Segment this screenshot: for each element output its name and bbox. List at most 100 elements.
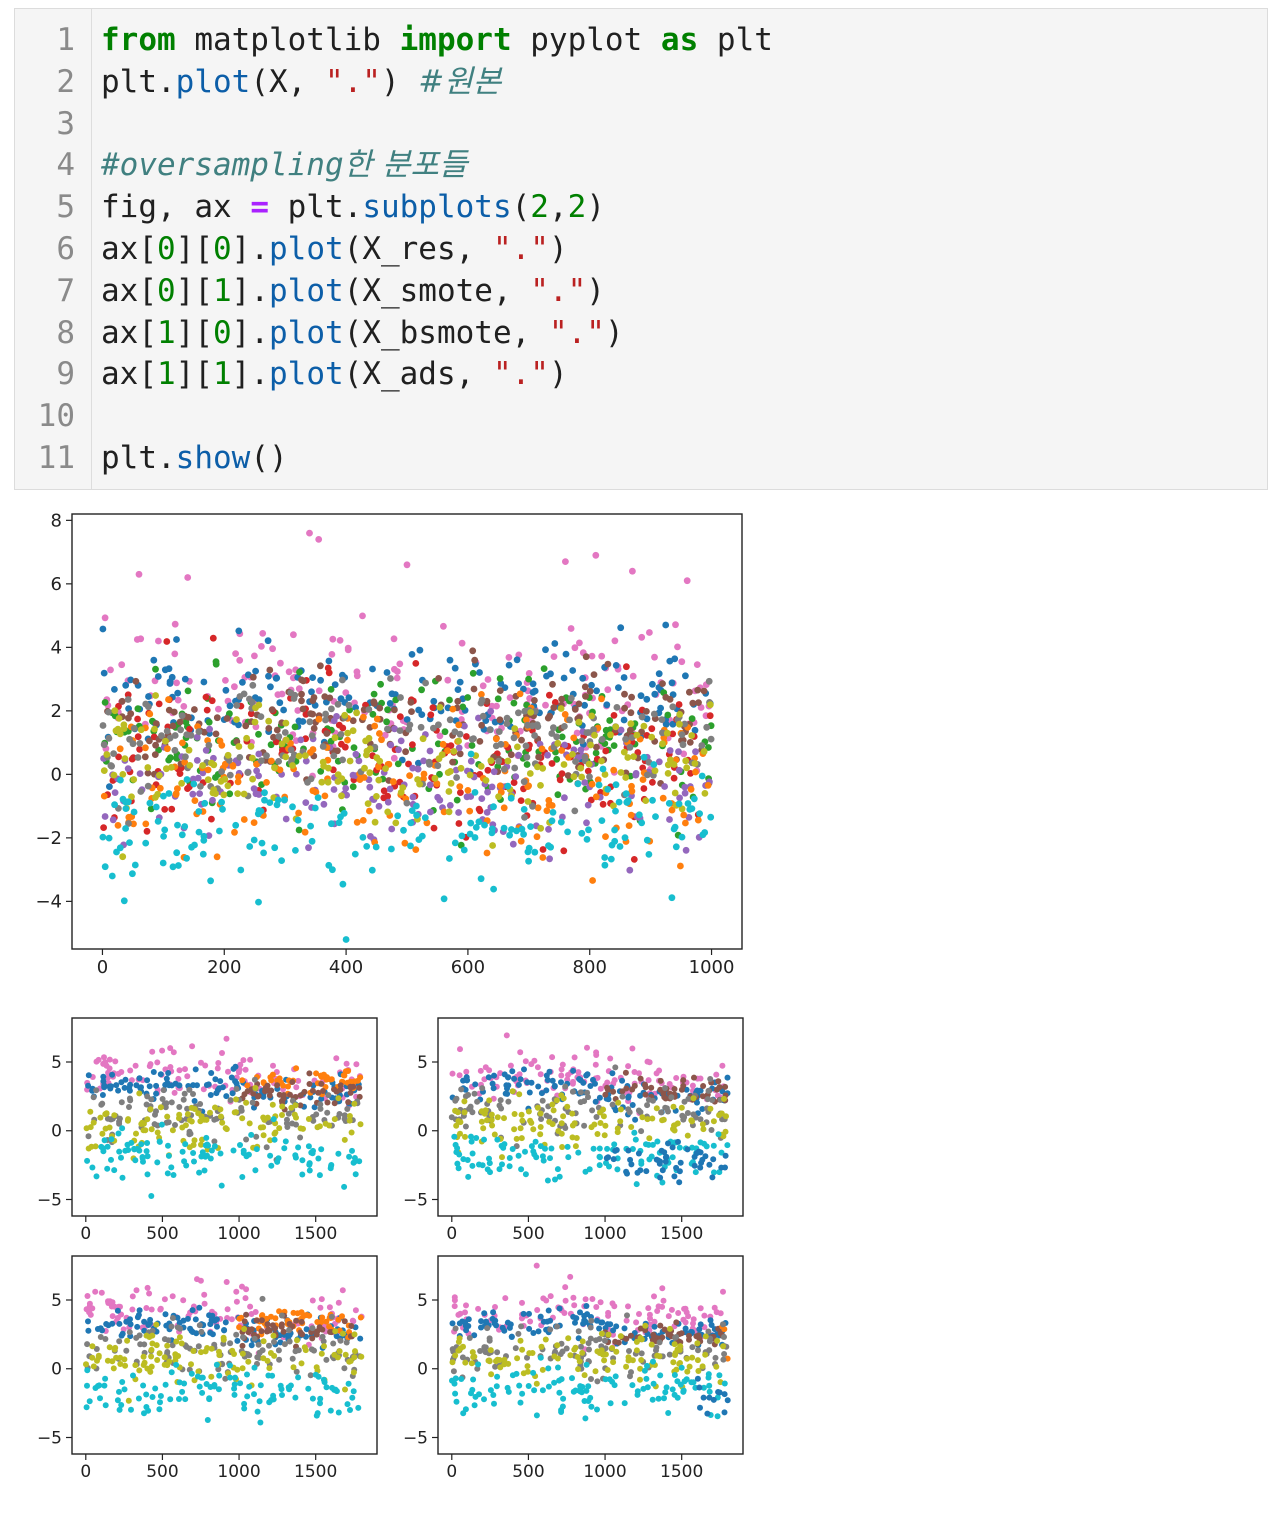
data-point <box>111 1167 118 1174</box>
data-point <box>263 779 270 786</box>
code-token: "." <box>324 63 381 100</box>
code-line[interactable]: ax[0][0].plot(X_res, ".") <box>101 228 568 270</box>
data-point <box>99 1130 106 1137</box>
code-line[interactable]: ax[1][1].plot(X_ads, ".") <box>101 353 568 395</box>
data-point <box>655 758 663 766</box>
data-point <box>231 828 238 836</box>
x-tick-label: 1500 <box>294 1224 337 1244</box>
data-point <box>598 1330 605 1337</box>
data-point <box>461 1098 468 1105</box>
data-point <box>111 686 118 693</box>
data-point <box>140 1382 147 1389</box>
data-point <box>170 1049 177 1056</box>
data-point <box>681 789 689 797</box>
data-point <box>171 620 179 628</box>
data-point <box>531 1387 538 1394</box>
data-point <box>176 1396 182 1402</box>
data-point <box>650 710 658 718</box>
data-point <box>100 767 108 774</box>
data-point <box>195 1110 202 1117</box>
data-point <box>287 746 295 754</box>
code-line[interactable]: from matplotlib import pyplot as plt <box>101 19 773 61</box>
data-point <box>142 820 150 828</box>
data-point <box>506 831 513 839</box>
data-point <box>242 1066 249 1073</box>
data-point <box>612 1107 619 1114</box>
data-point <box>176 1082 183 1089</box>
data-point <box>484 1117 490 1124</box>
data-point <box>353 672 361 680</box>
code-token: ][ <box>175 272 213 309</box>
data-point <box>201 1291 208 1298</box>
data-point <box>345 1099 352 1106</box>
data-point <box>182 1122 189 1129</box>
data-point <box>587 1335 594 1342</box>
data-point <box>390 635 398 643</box>
data-point <box>222 1375 229 1382</box>
data-point <box>152 665 159 673</box>
data-point <box>617 1106 624 1113</box>
data-point <box>261 789 268 797</box>
data-point <box>276 1356 283 1363</box>
data-point <box>315 536 323 543</box>
data-point <box>550 653 558 660</box>
data-point <box>165 665 173 673</box>
data-point <box>482 777 490 784</box>
data-point <box>403 799 411 807</box>
data-point <box>319 1333 326 1340</box>
data-point <box>271 844 279 852</box>
data-point <box>236 1315 243 1322</box>
code-line[interactable]: fig, ax = plt.subplots(2,2) <box>101 186 605 228</box>
data-point <box>342 689 350 696</box>
data-point <box>510 699 518 707</box>
data-point <box>476 738 484 745</box>
data-point <box>622 790 630 798</box>
data-point <box>148 1193 155 1199</box>
data-point <box>322 1120 329 1127</box>
data-point <box>570 773 578 781</box>
data-point <box>713 1086 720 1093</box>
data-point <box>242 722 250 730</box>
data-point <box>583 1072 590 1079</box>
data-point <box>178 831 186 839</box>
data-point <box>116 1120 123 1127</box>
data-point <box>494 1114 501 1121</box>
data-point <box>223 1279 230 1285</box>
data-point <box>496 1166 503 1173</box>
data-point <box>570 1313 577 1320</box>
code-line[interactable]: ax[0][1].plot(X_smote, ".") <box>101 270 605 312</box>
data-point <box>128 1406 134 1413</box>
data-point <box>251 1364 258 1371</box>
data-point <box>208 1373 215 1380</box>
data-point <box>671 823 679 831</box>
data-point <box>233 1288 240 1295</box>
data-point <box>286 1332 293 1339</box>
data-point <box>236 754 244 761</box>
code-line[interactable]: plt.plot(X, ".") #원본 <box>101 61 501 103</box>
data-point <box>176 1334 183 1341</box>
data-point <box>307 1372 314 1379</box>
data-point <box>94 1326 101 1332</box>
data-point <box>233 702 241 709</box>
line-number-gutter <box>15 9 92 489</box>
data-point <box>229 1090 236 1097</box>
data-point <box>184 1105 191 1112</box>
data-point <box>585 1383 592 1390</box>
data-point <box>400 826 407 834</box>
data-point <box>478 795 486 802</box>
data-point <box>700 1126 707 1133</box>
code-line[interactable]: plt.show() <box>101 437 288 479</box>
data-point <box>226 702 234 710</box>
data-point <box>348 1323 355 1329</box>
code-cell[interactable]: from matplotlib import pyplot as plt plt.… <box>14 8 1268 490</box>
data-point <box>651 1323 658 1330</box>
data-point <box>157 1104 164 1111</box>
data-point <box>209 634 217 642</box>
data-point <box>495 793 502 800</box>
data-point <box>549 809 557 816</box>
data-point <box>494 1356 501 1363</box>
code-line[interactable]: #oversampling한 분포들 <box>101 144 468 186</box>
code-line[interactable]: ax[1][0].plot(X_bsmote, ".") <box>101 312 624 354</box>
data-point <box>407 842 414 850</box>
data-point <box>129 1306 136 1313</box>
